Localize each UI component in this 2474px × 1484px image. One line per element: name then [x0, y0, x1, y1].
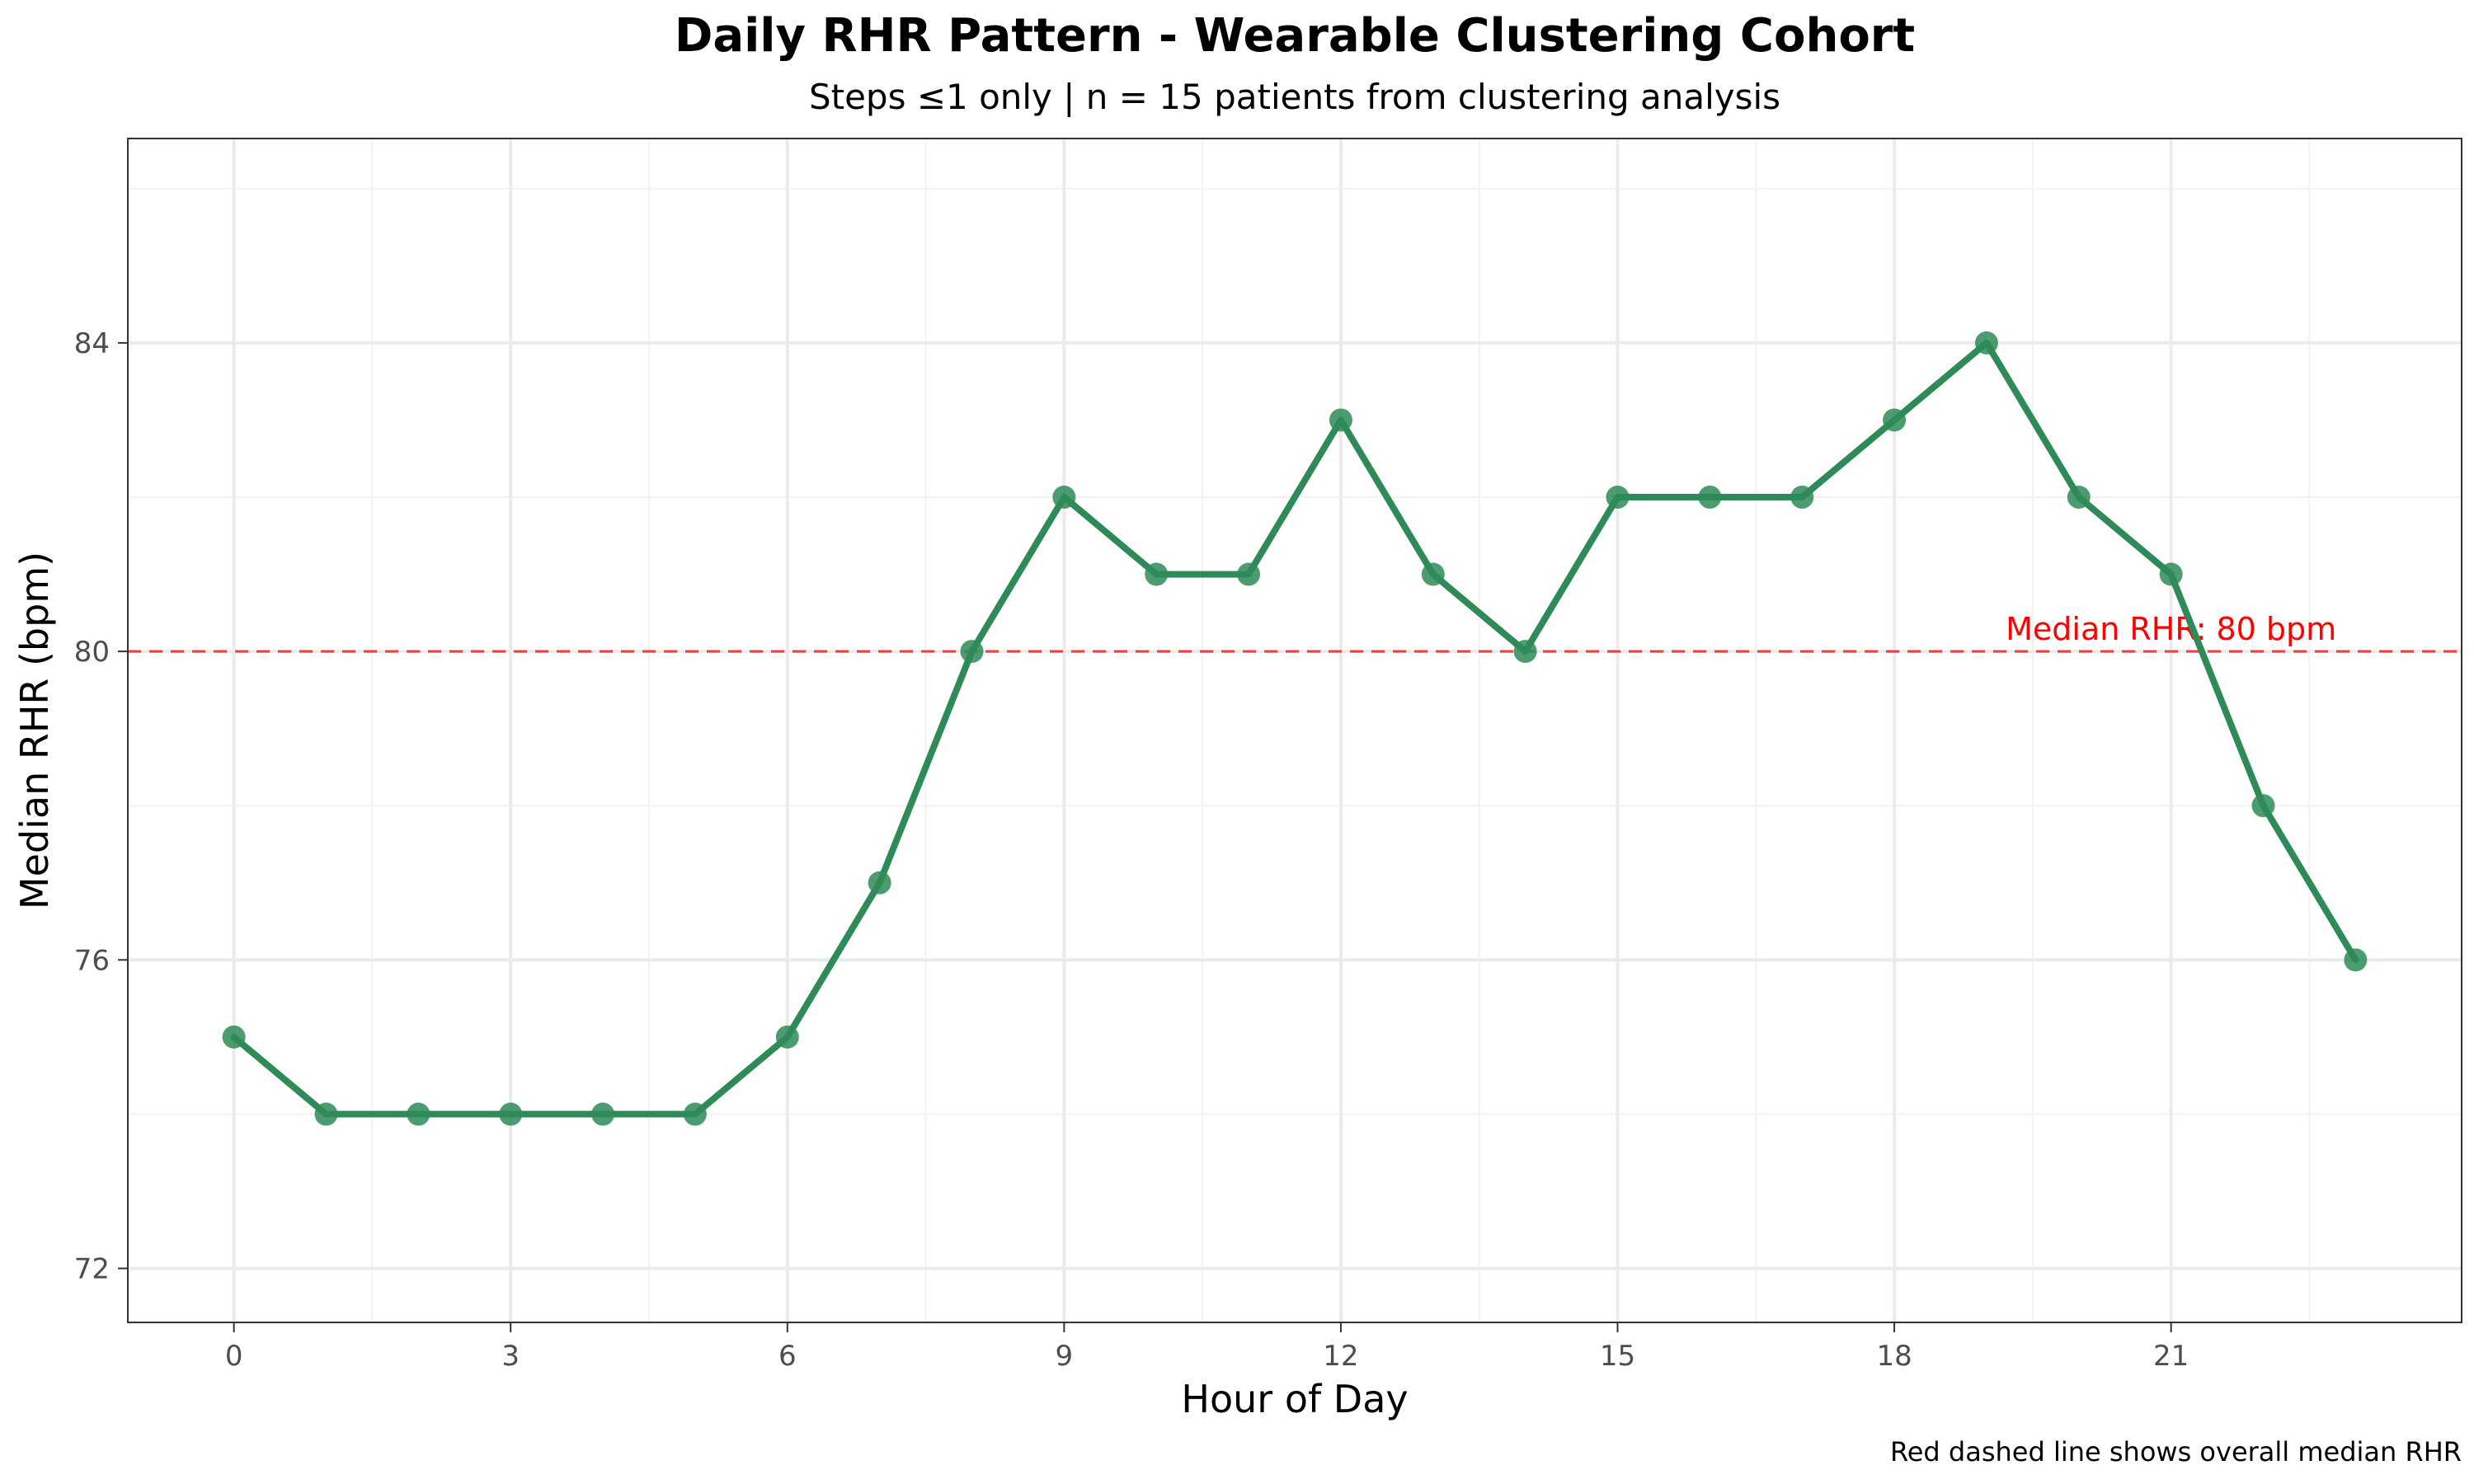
axis-ticks: 0 3 6 9 12 15 18 21 72 76 80 84: [74, 327, 2189, 1373]
chart-subtitle: Steps ≤1 only | n = 15 patients from clu…: [809, 77, 1780, 117]
x-tick-label: 3: [501, 1340, 520, 1373]
chart-title: Daily RHR Pattern - Wearable Clustering …: [675, 9, 1915, 63]
series-line: [230, 339, 2359, 1118]
x-tick-label: 21: [2153, 1340, 2189, 1373]
x-tick-label: 6: [778, 1340, 797, 1373]
plot-border: [127, 138, 2462, 1323]
plot-panel: [128, 139, 2462, 1322]
data-point: [1606, 486, 1630, 510]
data-point: [2067, 486, 2091, 510]
x-axis-title: Hour of Day: [1181, 1377, 1408, 1421]
x-tick-label: 12: [1323, 1340, 1358, 1373]
reference-line-group: Median RHR: 80 bpm: [128, 611, 2462, 653]
x-tick-label: 18: [1876, 1340, 1912, 1373]
y-tick-label: 84: [74, 327, 110, 360]
grid-lines: [128, 139, 2462, 1322]
data-point: [1698, 486, 1722, 510]
data-point: [1145, 562, 1169, 586]
data-point: [407, 1102, 430, 1126]
y-tick-label: 76: [74, 944, 110, 977]
data-point: [2344, 948, 2368, 972]
data-point: [960, 640, 984, 664]
data-point: [591, 1102, 615, 1126]
median-reference-label: Median RHR: 80 bpm: [2006, 611, 2336, 647]
y-axis-title: Median RHR (bpm): [12, 552, 57, 909]
data-point: [775, 1025, 799, 1049]
x-tick-label: 15: [1600, 1340, 1635, 1373]
data-point: [683, 1102, 707, 1126]
data-point: [1974, 331, 1998, 355]
data-point: [1052, 486, 1076, 510]
x-tick-label: 9: [1056, 1340, 1074, 1373]
x-tick-label: 0: [225, 1340, 243, 1373]
data-point: [1883, 408, 1907, 432]
data-point: [1237, 562, 1261, 586]
y-tick-label: 80: [74, 636, 110, 669]
chart-caption: Red dashed line shows overall median RHR: [1890, 1436, 2462, 1468]
y-tick-label: 72: [74, 1253, 110, 1286]
series-group: [222, 331, 2368, 1126]
data-point: [1513, 640, 1537, 664]
data-point: [2251, 794, 2275, 818]
data-point: [2159, 562, 2183, 586]
data-point: [1329, 408, 1352, 432]
data-point: [314, 1102, 338, 1126]
data-point: [1421, 562, 1445, 586]
data-point: [1790, 486, 1814, 510]
data-point: [222, 1025, 246, 1049]
data-point: [499, 1102, 523, 1126]
data-point: [868, 871, 891, 895]
